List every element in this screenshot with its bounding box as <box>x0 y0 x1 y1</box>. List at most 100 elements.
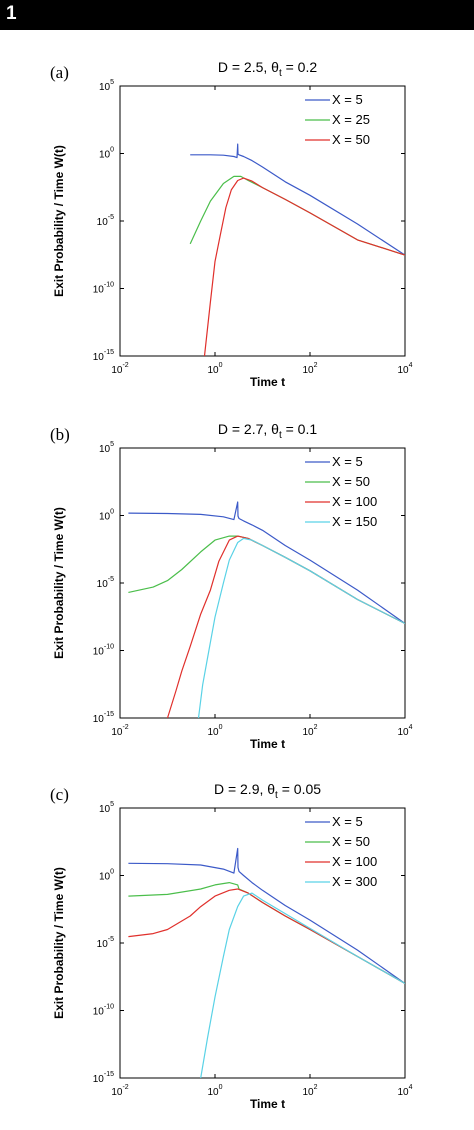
x-tick-base: 10 <box>111 365 123 376</box>
x-axis-label: Time t <box>250 375 285 389</box>
y-tick-exponent: -10 <box>104 644 114 651</box>
chart-title-part: = 0.05 <box>278 781 321 797</box>
y-tick-base: 10 <box>93 352 105 363</box>
y-tick-exponent: -5 <box>108 576 114 583</box>
y-tick-label: 105 <box>99 801 114 815</box>
legend-label: X = 5 <box>332 454 363 469</box>
figure-header-bar: 1 <box>0 0 474 30</box>
y-tick-label: 105 <box>99 441 114 455</box>
chart-title: D = 2.5, θt = 0.2 <box>218 59 318 79</box>
y-tick-label: 100 <box>99 509 114 523</box>
x-tick-label: 104 <box>397 724 412 738</box>
chart-title-subscript: t <box>275 790 278 801</box>
y-tick-label: 10-10 <box>93 1004 114 1018</box>
series-line-x-5 <box>128 501 405 624</box>
series-group <box>128 847 405 1078</box>
legend-label: X = 150 <box>332 514 377 529</box>
x-tick-exponent: 0 <box>219 1084 223 1091</box>
series-line-x-300 <box>200 892 405 1078</box>
panel-label: (b) <box>50 425 70 444</box>
x-tick-base: 10 <box>207 1087 219 1098</box>
legend-label: X = 100 <box>332 854 377 869</box>
x-tick-base: 10 <box>207 365 219 376</box>
y-tick-label: 10-5 <box>97 576 114 590</box>
x-tick-exponent: 0 <box>219 362 223 369</box>
y-tick-exponent: 0 <box>110 509 114 516</box>
chart-title: D = 2.7, θt = 0.1 <box>218 421 318 441</box>
series-line-x-50 <box>203 177 405 356</box>
y-tick-base: 10 <box>97 939 109 950</box>
x-tick-exponent: 4 <box>409 1084 413 1091</box>
x-tick-label: 102 <box>302 362 317 376</box>
y-tick-exponent: 5 <box>110 801 114 808</box>
legend-label: X = 100 <box>332 494 377 509</box>
x-tick-exponent: 4 <box>409 362 413 369</box>
chart-title-part: D = 2.7, θ <box>218 421 279 437</box>
y-tick-exponent: 5 <box>110 79 114 86</box>
x-tick-base: 10 <box>397 1087 409 1098</box>
x-tick-exponent: 2 <box>314 724 318 731</box>
legend-label: X = 5 <box>332 92 363 107</box>
x-tick-label: 104 <box>397 1084 412 1098</box>
x-tick-base: 10 <box>397 365 409 376</box>
x-tick-label: 102 <box>302 1084 317 1098</box>
series-line-x-5 <box>190 143 405 256</box>
chart-title-subscript: t <box>279 68 282 79</box>
y-tick-label: 10-15 <box>93 349 114 363</box>
x-axis-label: Time t <box>250 1097 285 1111</box>
series-line-x-150 <box>197 537 405 718</box>
legend-label: X = 50 <box>332 834 370 849</box>
y-tick-exponent: 5 <box>110 441 114 448</box>
legend-label: X = 300 <box>332 874 377 889</box>
series-line-x-50 <box>128 881 405 985</box>
y-tick-base: 10 <box>99 872 111 883</box>
y-tick-base: 10 <box>97 579 109 590</box>
y-tick-label: 10-10 <box>93 282 114 296</box>
chart-title-part: = 0.1 <box>282 421 318 437</box>
legend-label: X = 50 <box>332 474 370 489</box>
legend-label: X = 25 <box>332 112 370 127</box>
x-tick-label: 104 <box>397 362 412 376</box>
x-tick-label: 10-2 <box>111 1084 128 1098</box>
x-tick-label: 10-2 <box>111 724 128 738</box>
chart-title-part: = 0.2 <box>282 59 318 75</box>
legend: X = 5 X = 50 X = 100 X = 150 <box>305 454 377 529</box>
chart-panel-a: (a) D = 2.5, θt = 0.210-2 100 102 10410-1510… <box>50 59 413 389</box>
y-tick-exponent: 0 <box>110 147 114 154</box>
y-tick-base: 10 <box>93 285 105 296</box>
chart-title: D = 2.9, θt = 0.05 <box>214 781 321 801</box>
x-tick-label: 102 <box>302 724 317 738</box>
x-tick-label: 10-2 <box>111 362 128 376</box>
series-group <box>128 501 405 718</box>
legend-label: X = 50 <box>332 132 370 147</box>
y-axis-label: Exit Probability / Time W(t) <box>52 867 66 1019</box>
x-tick-exponent: -2 <box>122 1084 128 1091</box>
figure-number: 1 <box>6 3 17 24</box>
x-tick-base: 10 <box>207 727 219 738</box>
y-tick-base: 10 <box>99 82 111 93</box>
legend: X = 5 X = 50 X = 100 X = 300 <box>305 814 377 889</box>
chart-panel-b: (b) D = 2.7, θt = 0.110-2 100 102 10410-1510… <box>50 421 413 751</box>
y-tick-exponent: -15 <box>104 711 114 718</box>
x-tick-exponent: -2 <box>122 362 128 369</box>
y-tick-label: 10-10 <box>93 644 114 658</box>
x-tick-base: 10 <box>302 365 314 376</box>
panel-label: (c) <box>50 785 69 804</box>
y-axis-label: Exit Probability / Time W(t) <box>52 507 66 659</box>
chart-title-part: D = 2.5, θ <box>218 59 279 75</box>
series-group <box>189 143 405 356</box>
y-tick-label: 100 <box>99 147 114 161</box>
legend: X = 5 X = 25 X = 50 <box>305 92 370 147</box>
y-tick-exponent: -5 <box>108 936 114 943</box>
y-tick-label: 10-5 <box>97 936 114 950</box>
series-line-x-100 <box>166 535 405 718</box>
x-tick-label: 100 <box>207 724 222 738</box>
y-axis-label: Exit Probability / Time W(t) <box>52 145 66 297</box>
x-tick-exponent: 0 <box>219 724 223 731</box>
y-tick-exponent: -15 <box>104 1071 114 1078</box>
y-tick-base: 10 <box>93 647 105 658</box>
y-tick-exponent: -15 <box>104 349 114 356</box>
legend-label: X = 5 <box>332 814 363 829</box>
x-tick-exponent: 2 <box>314 362 318 369</box>
